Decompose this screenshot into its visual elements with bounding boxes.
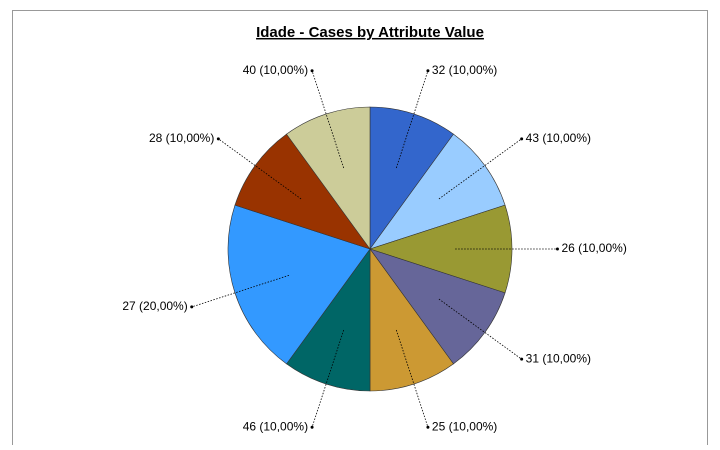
leader-dot — [555, 247, 559, 251]
leader-line — [218, 138, 302, 200]
leader-dot — [426, 69, 430, 73]
pie-slice — [369, 133, 506, 250]
data-label: 46 (10,00%) — [243, 419, 308, 433]
leader-line — [395, 329, 429, 428]
leader-dot — [426, 425, 430, 429]
pie-slice — [234, 133, 371, 250]
leader-line — [311, 329, 345, 428]
data-label: 26 (10,00%) — [561, 241, 626, 255]
leader-dot — [216, 137, 220, 141]
leader-line — [191, 274, 290, 308]
leader-dot — [520, 357, 524, 361]
leader-line — [395, 70, 429, 169]
pie-slice — [286, 106, 371, 250]
data-label: 28 (10,00%) — [149, 131, 214, 145]
pie-slice — [369, 106, 454, 250]
data-label: 31 (10,00%) — [526, 351, 591, 365]
leader-line — [311, 70, 345, 169]
data-label: 40 (10,00%) — [243, 63, 308, 77]
data-label: 32 (10,00%) — [432, 63, 497, 77]
pie-slice — [227, 204, 371, 365]
data-label: 25 (10,00%) — [432, 419, 497, 433]
leader-dot — [520, 137, 524, 141]
data-label: 27 (20,00%) — [122, 299, 187, 313]
pie-slice — [286, 248, 371, 392]
data-label: 43 (10,00%) — [526, 131, 591, 145]
leader-dot — [310, 425, 314, 429]
leader-line — [438, 298, 522, 360]
pie-slice — [369, 204, 513, 294]
pie-slice — [369, 248, 454, 392]
chart-title: Idade - Cases by Attribute Value — [256, 24, 484, 41]
pie-slice — [369, 248, 506, 365]
leader-dot — [190, 305, 194, 309]
leader-dot — [310, 69, 314, 73]
leader-line — [438, 138, 522, 200]
